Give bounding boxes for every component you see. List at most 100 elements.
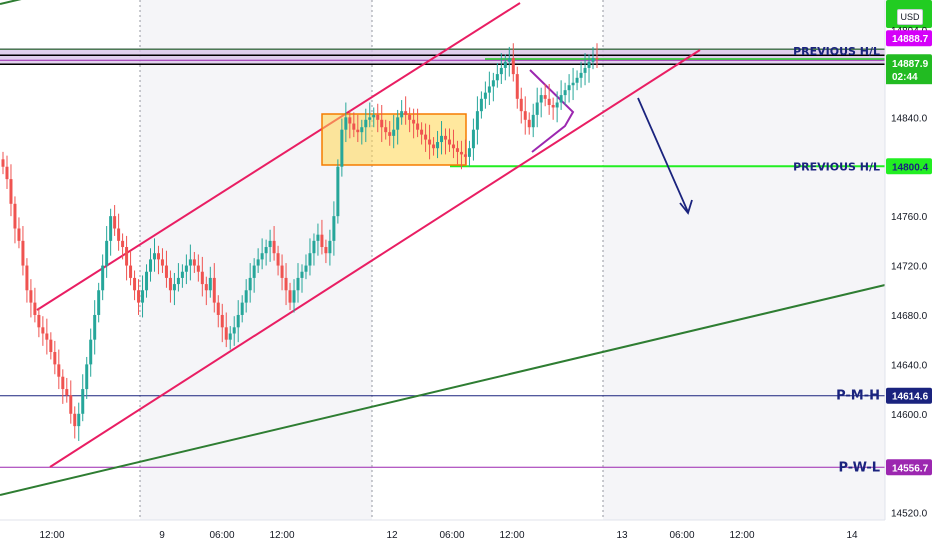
candle-body (49, 339, 53, 353)
time-axis[interactable] (0, 520, 932, 550)
candle-body (444, 135, 448, 140)
candle-body (164, 265, 168, 278)
candle-body (547, 98, 551, 105)
price-axis[interactable] (885, 0, 932, 550)
candle-body (252, 265, 256, 278)
y-tick-label: 14640.0 (891, 360, 928, 371)
pmh-badge-bg (886, 387, 932, 404)
candle-body (372, 114, 376, 118)
candle-body (196, 265, 200, 272)
candle-body (491, 80, 495, 87)
y-tick-label: 14720.0 (891, 262, 928, 273)
candle-body (340, 129, 344, 167)
candle-body (137, 290, 141, 303)
candle-body (292, 290, 296, 303)
candle-body (384, 127, 388, 133)
candle-body (149, 259, 153, 272)
candle-body (483, 92, 487, 99)
candle-body (176, 277, 180, 285)
candle-body (200, 271, 204, 285)
candle-body (9, 179, 13, 204)
candle-body (412, 119, 416, 124)
candle-body (567, 85, 571, 91)
candle-body (356, 129, 360, 133)
candle-body (236, 314, 240, 328)
trendline-green-top (0, 0, 22, 5)
x-tick-label: 12:00 (269, 530, 294, 541)
candle-body (459, 151, 463, 155)
candle-body (316, 234, 320, 241)
candle-body (29, 290, 33, 303)
x-tick-label: 9 (159, 530, 165, 541)
candle-body (495, 74, 499, 81)
candle-body (312, 240, 316, 254)
candle-body (304, 265, 308, 272)
candle-body (256, 259, 260, 266)
candle-body (392, 129, 396, 136)
candle-body (192, 259, 196, 266)
candle-body (13, 203, 17, 229)
candle-body (188, 259, 192, 266)
candle-body (204, 284, 208, 291)
candle-body (220, 314, 224, 328)
candle-body (471, 129, 475, 149)
projection-arrow-shaft (637, 97, 689, 213)
candle-body (583, 67, 587, 73)
candle-body (145, 271, 149, 291)
currency-label[interactable]: USD (897, 9, 923, 25)
current-price-badge-bg (886, 54, 932, 73)
candle-body (121, 240, 125, 248)
y-tick-label: 14680.0 (891, 311, 928, 322)
wedge-pattern (529, 69, 575, 153)
candle-body (539, 95, 543, 103)
candle-body (208, 277, 212, 291)
candle-body (17, 228, 21, 241)
pwl-badge: 14556.7 (892, 463, 929, 474)
candle-body (416, 123, 420, 130)
candle-body (53, 352, 57, 365)
candle-body (232, 327, 236, 334)
candle-body (172, 284, 176, 291)
candle-body (475, 111, 479, 130)
candle-body (463, 154, 467, 157)
x-tick-label: 06:00 (439, 530, 464, 541)
candle-body (5, 166, 9, 180)
candle-body (264, 247, 268, 254)
candle-body (133, 277, 137, 291)
candle-body (89, 339, 93, 365)
candle-body (93, 314, 97, 340)
candle-body (69, 395, 73, 414)
candle-body (487, 86, 491, 93)
candle-body (579, 72, 583, 78)
candle-body (320, 234, 324, 248)
candle-body (113, 216, 117, 229)
candle-body (352, 123, 356, 130)
candle-body (543, 95, 547, 99)
candle-body (61, 376, 65, 390)
candle-body (440, 135, 444, 143)
x-tick-label: 13 (616, 530, 628, 541)
candle-body (288, 290, 292, 303)
candle-body (507, 58, 511, 62)
candle-body (57, 364, 61, 377)
resistance-band (0, 48, 885, 65)
candle-body (21, 240, 25, 266)
candle-body (348, 117, 352, 124)
candle-body (332, 216, 336, 241)
x-tick-label: 12:00 (39, 530, 64, 541)
previous-low-badge: 14800.4 (892, 162, 929, 173)
x-tick-label: 12:00 (499, 530, 524, 541)
candle-body (117, 228, 121, 241)
candle-body (125, 247, 129, 266)
x-tick-label: 12:00 (729, 530, 754, 541)
candle-body (364, 119, 368, 128)
candle-body (388, 132, 392, 136)
candle-body (587, 61, 591, 68)
candle-body (244, 290, 248, 303)
x-tick-label: 12 (386, 530, 398, 541)
countdown-text: 02:44 (892, 72, 918, 83)
candle-body (212, 277, 216, 303)
candle-body (105, 240, 109, 266)
projection-arrow-head (679, 199, 693, 215)
